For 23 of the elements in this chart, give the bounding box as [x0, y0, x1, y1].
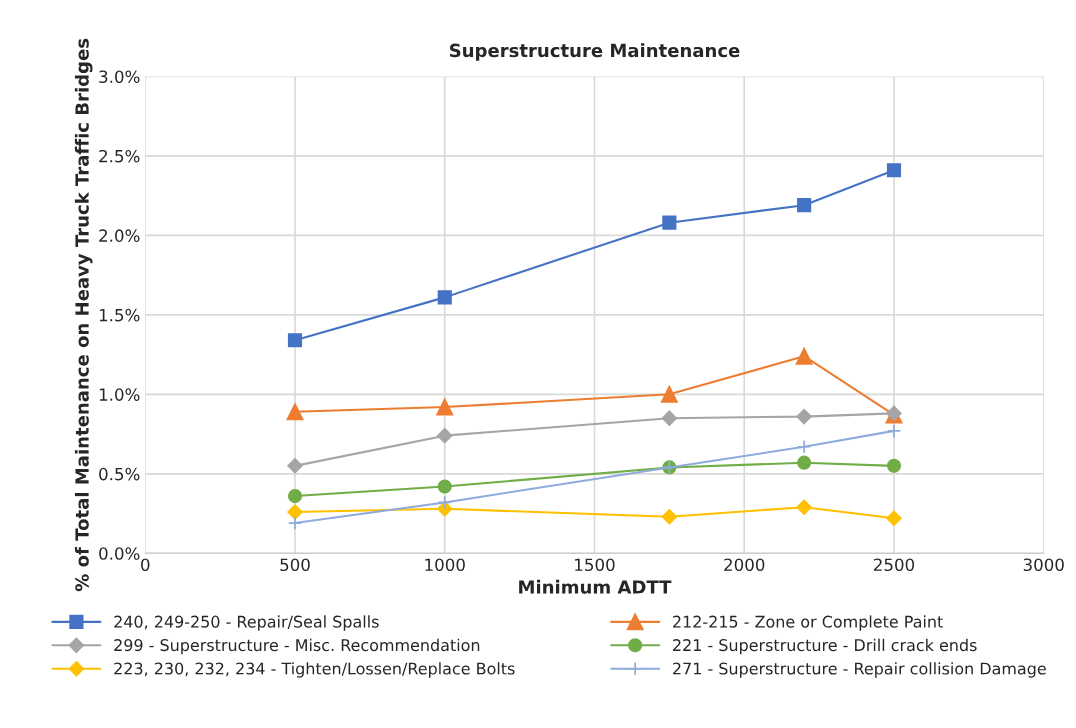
x-tick-label: 1500	[575, 558, 615, 572]
legend-label: 240, 249-250 - Repair/Seal Spalls	[114, 615, 379, 631]
x-tick-label: 500	[280, 558, 310, 572]
x-axis-title: Minimum ADTT	[519, 579, 672, 594]
y-tick-label: 0.5%	[99, 467, 140, 481]
legend-label: 223, 230, 232, 234 - Tighten/Lossen/Replace Bolts	[114, 662, 515, 678]
y-tick-label: 3.0%	[99, 70, 140, 84]
legend-label: 299 - Superstructure - Misc. Recommendation	[114, 638, 480, 655]
chart-title: Superstructure Maintenance	[449, 43, 740, 61]
y-tick-label: 2.5%	[99, 149, 140, 163]
y-tick-label: 1.5%	[99, 308, 140, 322]
y-tick-label: 2.0%	[99, 229, 140, 242]
x-tick-label: 1000	[425, 558, 465, 572]
y-tick-label: 0.0%	[99, 547, 140, 560]
x-tick-label: 3000	[1023, 558, 1064, 572]
legend-label: 212-215 - Zone or Complete Paint	[673, 615, 943, 631]
x-tick-label: 2500	[873, 558, 915, 572]
x-tick-label: 0	[141, 558, 150, 572]
legend-label: 271 - Superstructure - Repair collision Damage	[673, 662, 1046, 678]
x-tick-label: 2000	[724, 558, 765, 572]
y-axis-title: % of Total Maintenance on Heavy Truck Traffic Bridges	[74, 38, 93, 592]
legend-label: 221 - Superstructure - Drill crack ends	[673, 638, 977, 655]
y-tick-label: 1.0%	[99, 388, 140, 401]
